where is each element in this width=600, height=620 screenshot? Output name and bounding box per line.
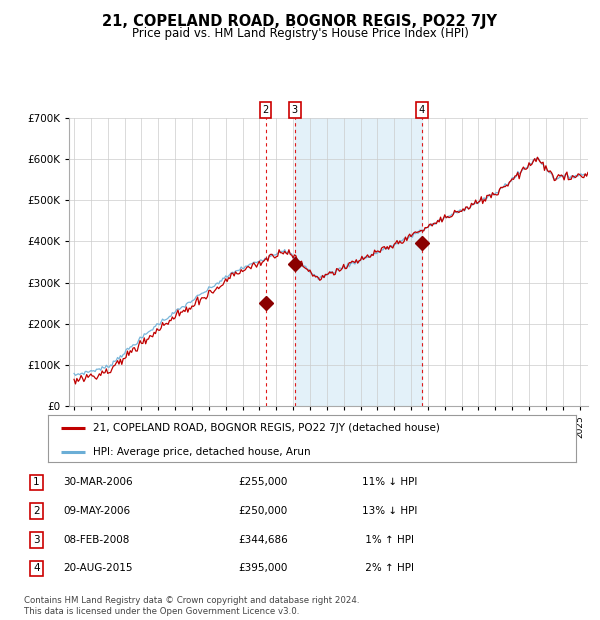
Text: 2: 2 — [33, 506, 40, 516]
Text: 1% ↑ HPI: 1% ↑ HPI — [362, 535, 415, 545]
Text: 11% ↓ HPI: 11% ↓ HPI — [362, 477, 418, 487]
Text: 21, COPELAND ROAD, BOGNOR REGIS, PO22 7JY: 21, COPELAND ROAD, BOGNOR REGIS, PO22 7J… — [103, 14, 497, 29]
Text: £255,000: £255,000 — [238, 477, 287, 487]
Text: 4: 4 — [33, 564, 40, 574]
Bar — [295, 118, 422, 406]
Text: 08-FEB-2008: 08-FEB-2008 — [64, 535, 130, 545]
Text: £395,000: £395,000 — [238, 564, 287, 574]
Text: 2: 2 — [263, 105, 269, 115]
Text: 21, COPELAND ROAD, BOGNOR REGIS, PO22 7JY (detached house): 21, COPELAND ROAD, BOGNOR REGIS, PO22 7J… — [93, 423, 440, 433]
Text: Contains HM Land Registry data © Crown copyright and database right 2024.
This d: Contains HM Land Registry data © Crown c… — [24, 596, 359, 616]
Text: 13% ↓ HPI: 13% ↓ HPI — [362, 506, 418, 516]
Text: HPI: Average price, detached house, Arun: HPI: Average price, detached house, Arun — [93, 446, 311, 457]
Text: £344,686: £344,686 — [238, 535, 288, 545]
Text: 3: 3 — [292, 105, 298, 115]
Text: 1: 1 — [33, 477, 40, 487]
Text: 3: 3 — [33, 535, 40, 545]
Text: Price paid vs. HM Land Registry's House Price Index (HPI): Price paid vs. HM Land Registry's House … — [131, 27, 469, 40]
Text: 2% ↑ HPI: 2% ↑ HPI — [362, 564, 415, 574]
Text: £250,000: £250,000 — [238, 506, 287, 516]
Text: 20-AUG-2015: 20-AUG-2015 — [64, 564, 133, 574]
Text: 4: 4 — [419, 105, 425, 115]
Text: 09-MAY-2006: 09-MAY-2006 — [64, 506, 131, 516]
Text: 30-MAR-2006: 30-MAR-2006 — [64, 477, 133, 487]
